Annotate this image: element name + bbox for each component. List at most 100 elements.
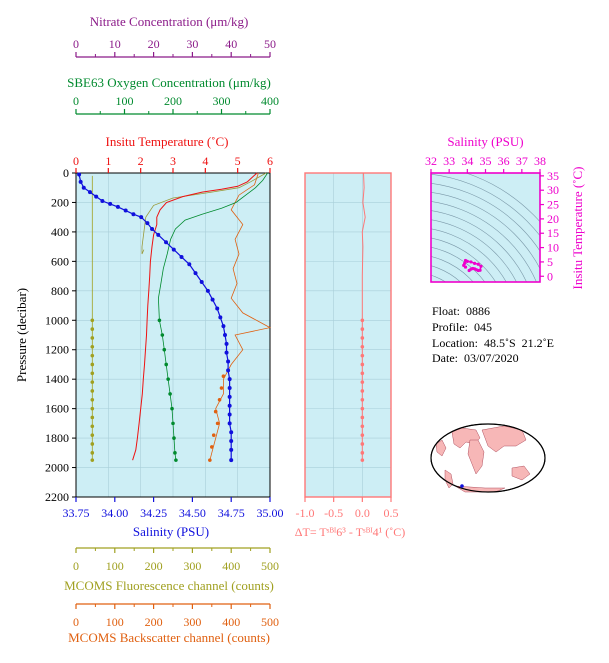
map-globe-frame	[430, 423, 546, 493]
pressure-tick-label: 2000	[45, 461, 69, 475]
info-location: Location: 48.5˚S 21.2˚E	[432, 336, 554, 350]
salinity-point	[156, 232, 161, 237]
nitrate-tick-label: 20	[148, 37, 160, 51]
ts-x-tick-label: 36	[498, 154, 510, 168]
salinity-point	[77, 172, 82, 177]
temperature-tick-label: 1	[105, 154, 111, 168]
delta-t-point	[360, 362, 365, 367]
salinity-point	[229, 458, 234, 463]
salinity-point	[108, 201, 113, 206]
backscatter-point	[217, 398, 222, 402]
temperature-tick-label: 6	[267, 154, 273, 168]
salinity-point	[227, 386, 232, 391]
ts-y-tick-label: 30	[547, 183, 559, 197]
nitrate-tick-label: 30	[186, 37, 198, 51]
map-landmass	[481, 425, 527, 453]
ts-panel-bg	[431, 173, 540, 282]
salinity-tick-label: 34.75	[218, 506, 245, 520]
backscatter-point	[210, 445, 214, 449]
oxygen-point	[172, 436, 176, 440]
salinity-point	[229, 439, 234, 444]
temperature-tick-label: 0	[73, 154, 79, 168]
fluorescence-point	[90, 433, 95, 437]
ts-y-tick-label: 5	[547, 255, 553, 269]
map-landmass	[467, 439, 485, 475]
salinity-point	[131, 212, 136, 217]
fluorescence-point	[90, 371, 95, 376]
ts-x-tick-label: 34	[461, 154, 473, 168]
temperature-tick-label: 3	[170, 154, 176, 168]
ts-y-axis-title: Insitu Temperature (˚C)	[570, 166, 585, 289]
pressure-axis-label: Pressure (decibar)	[14, 288, 29, 382]
pressure-tick-label: 800	[51, 284, 69, 298]
fluorescence-tick-label: 300	[183, 559, 201, 573]
backscatter-point	[211, 433, 216, 437]
pressure-tick-label: 400	[51, 225, 69, 239]
backscatter-axis-title: MCOMS Backscatter channel (counts)	[68, 630, 270, 645]
world-map	[430, 423, 546, 493]
salinity-tick-label: 34.00	[101, 506, 128, 520]
fluorescence-point	[90, 424, 95, 429]
salinity-point	[179, 254, 184, 259]
backscatter-tick-label: 0	[73, 615, 79, 629]
oxygen-point	[170, 406, 174, 411]
info-date: Date: 03/07/2020	[432, 351, 519, 365]
ts-x-tick-label: 33	[443, 154, 455, 168]
backscatter-point	[208, 458, 212, 462]
oxygen-point	[160, 333, 165, 337]
salinity-point	[227, 403, 232, 408]
nitrate-tick-label: 10	[109, 37, 121, 51]
salinity-point	[215, 306, 220, 311]
oxygen-tick-label: 400	[261, 94, 279, 108]
fluorescence-point	[90, 458, 95, 462]
ts-point	[463, 258, 468, 263]
fluorescence-tick-label: 0	[73, 559, 79, 573]
info-profile: Profile: 045	[432, 320, 492, 334]
oxygen-point	[164, 362, 169, 367]
salinity-line	[78, 174, 232, 461]
fluorescence-point	[90, 442, 95, 446]
salinity-point	[226, 368, 231, 373]
nitrate-axis-title: Nitrate Concentration (μm/kg)	[90, 14, 249, 29]
ts-y-tick-label: 20	[547, 212, 559, 226]
nitrate-tick-label: 40	[225, 37, 237, 51]
salinity-point	[78, 179, 83, 184]
oxygen-point	[173, 451, 177, 455]
profile-chart: 0200400600800100012001400160018002000220…	[14, 14, 284, 645]
salinity-point	[115, 204, 120, 209]
backscatter-tick-label: 300	[183, 615, 201, 629]
temperature-line	[132, 172, 258, 461]
backscatter-point	[215, 421, 220, 426]
pressure-tick-label: 200	[51, 195, 69, 209]
fluorescence-tick-label: 400	[222, 559, 240, 573]
backscatter-tick-label: 500	[261, 615, 279, 629]
ts-point	[473, 261, 477, 265]
nitrate-line	[141, 172, 267, 255]
temperature-tick-label: 2	[138, 154, 144, 168]
salinity-point	[139, 215, 144, 220]
salinity-point	[199, 279, 204, 284]
temperature-tick-label: 5	[235, 154, 241, 168]
ts-point	[463, 265, 468, 269]
fluorescence-tick-label: 100	[106, 559, 124, 573]
salinity-point	[123, 208, 128, 213]
oxygen-point	[168, 392, 172, 396]
delta-t-chart: -1.0 -0.5 0.0 0.5 ΔT= Tˢᴮᴵ6³ - Tˢᴮᴵ4¹ (˚C)	[295, 172, 405, 539]
oxygen-point	[171, 421, 175, 426]
salinity-axis-title: Salinity (PSU)	[133, 524, 209, 539]
fluorescence-point	[90, 389, 95, 393]
salinity-point	[226, 359, 231, 364]
salinity-tick-label: 33.75	[63, 506, 90, 520]
oxygen-tick-label: 100	[116, 94, 134, 108]
delta-t-panel-bg	[305, 173, 391, 497]
pressure-tick-label: 2200	[45, 490, 69, 504]
fluorescence-tick-label: 200	[145, 559, 163, 573]
ts-x-tick-label: 35	[480, 154, 492, 168]
delta-t-tick-label: -0.5	[324, 506, 343, 520]
ts-y-tick-label: 10	[547, 241, 559, 255]
delta-t-axis-title: ΔT= Tˢᴮᴵ6³ - Tˢᴮᴵ4¹ (˚C)	[295, 525, 405, 539]
ts-point	[476, 262, 480, 266]
temperature-tick-label: 4	[202, 154, 208, 168]
delta-t-point	[360, 344, 365, 349]
map-landmass	[435, 439, 447, 457]
